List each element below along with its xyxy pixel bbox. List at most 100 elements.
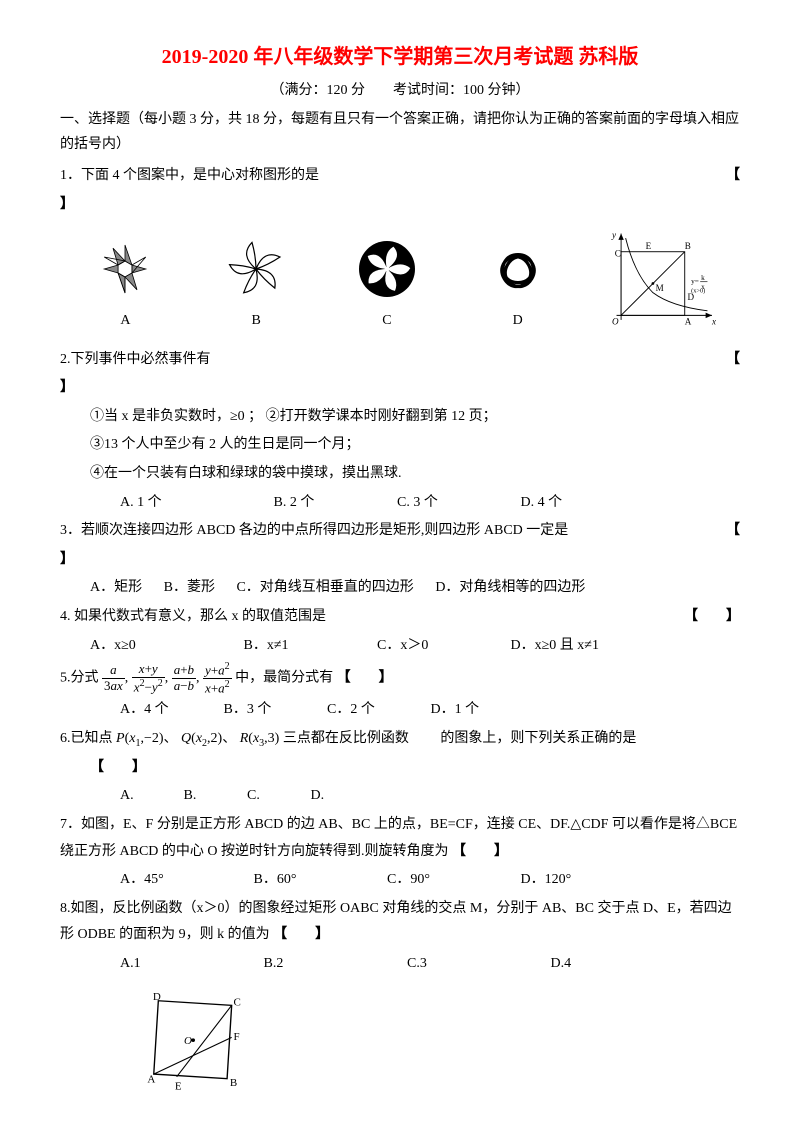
q1-open-bracket: 【	[726, 163, 740, 190]
q8-options: A.1 B.2 C.3 D.4	[60, 951, 740, 978]
q7-stem: 7．如图，E、F 分别是正方形 ABCD 的边 AB、BC 上的点，BE=CF，…	[60, 812, 740, 865]
q2-text: 2.下列事件中必然事件有	[60, 352, 211, 367]
q2-close-bracket: 】	[60, 380, 74, 395]
svg-text:C: C	[234, 997, 241, 1009]
svg-text:y=: y=	[691, 277, 699, 285]
section-1-header: 一、选择题（每小题 3 分，共 18 分，每题有且只有一个答案正确，请把你认为正…	[60, 107, 740, 157]
q2-options: A. 1 个 B. 2 个 C. 3 个 D. 4 个	[60, 490, 740, 517]
q6-r: R	[240, 731, 249, 746]
q7-opt-b: B．60°	[254, 867, 384, 894]
q4-opt-d: D．x≥0 且 x≠1	[511, 633, 599, 660]
figure-c: C	[322, 229, 453, 329]
figure-b: B	[191, 229, 322, 329]
q2-line2: ③13 个人中至少有 2 人的生日是同一个月；	[60, 432, 740, 459]
figure-a-label: A	[60, 313, 191, 329]
q6-post: 的图象上，则下列关系正确的是	[440, 731, 636, 746]
q3-close-bracket: 】	[60, 552, 74, 567]
q6-options: A. B. C. D.	[60, 783, 740, 810]
q3-opt-a: A．矩形	[90, 575, 142, 602]
q5-frac2: x+yx2−y2	[132, 662, 165, 694]
q5-opt-a: A．4 个	[120, 697, 220, 724]
q4-text: 4. 如果代数式有意义，那么 x 的取值范围是	[60, 609, 326, 624]
svg-text:F: F	[234, 1032, 240, 1044]
q4-opt-c: C．x＞0	[377, 633, 507, 660]
q8-text: 8.如图，反比例函数（x＞0）的图象经过矩形 OABC 对角线的交点 M，分别于…	[60, 901, 732, 943]
svg-text:B: B	[684, 241, 690, 251]
q3-opt-d: D．对角线相等的四边形	[435, 575, 585, 602]
q6-opt-b: B.	[184, 783, 244, 810]
figure-d-label: D	[452, 313, 583, 329]
svg-text:C: C	[614, 248, 620, 258]
q8-opt-a: A.1	[120, 951, 260, 978]
svg-text:x: x	[711, 316, 716, 326]
exam-title: 2019-2020 年八年级数学下学期第三次月考试题 苏科版	[60, 40, 740, 69]
q6-opt-c: C.	[247, 783, 307, 810]
figure-d: D	[452, 229, 583, 329]
q6-opt-a: A.	[120, 783, 180, 810]
exam-subtitle: （满分：120 分 考试时间：100 分钟）	[60, 79, 740, 99]
q5-bracket: 【 】	[337, 670, 393, 685]
q3-close-line: 】	[60, 547, 740, 574]
svg-text:B: B	[230, 1077, 237, 1089]
q5-pre: 5.分式	[60, 670, 99, 685]
q4-stem: 4. 如果代数式有意义，那么 x 的取值范围是 【 】	[60, 604, 740, 631]
q8-stem: 8.如图，反比例函数（x＞0）的图象经过矩形 OABC 对角线的交点 M，分别于…	[60, 896, 740, 949]
q8-hyperbola-graph: x y O C B A M E D y= k x (x>0)	[583, 229, 740, 329]
q6-bracket-line: 【 】	[60, 755, 740, 782]
q1-figures-row: A B	[60, 229, 740, 329]
svg-text:O: O	[184, 1035, 192, 1047]
q5-frac1: a3ax	[102, 663, 125, 693]
q3-open-bracket: 【	[726, 518, 740, 545]
svg-text:D: D	[153, 991, 161, 1003]
q7-text: 7．如图，E、F 分别是正方形 ABCD 的边 AB、BC 上的点，BE=CF，…	[60, 817, 737, 859]
svg-text:A: A	[147, 1074, 155, 1086]
figure-a: A	[60, 229, 191, 329]
q4-options: A．x≥0 B．x≠1 C．x＞0 D．x≥0 且 x≠1	[60, 633, 740, 660]
q3-opt-c: C．对角线互相垂直的四边形	[236, 575, 413, 602]
svg-text:O: O	[612, 316, 619, 326]
q1-close-line: 】	[60, 192, 740, 219]
q2-stem: 2.下列事件中必然事件有 【	[60, 347, 740, 374]
q5-opt-d: D．1 个	[431, 697, 480, 724]
q2-open-bracket: 【	[726, 347, 740, 374]
q2-line1: ①当 x 是非负实数时，≥0 ； ②打开数学课本时刚好翻到第 12 页；	[60, 404, 740, 431]
q6-p: P	[116, 731, 125, 746]
q1-text: 1．下面 4 个图案中，是中心对称图形的是	[60, 168, 319, 183]
svg-text:A: A	[684, 316, 691, 326]
q5-opt-b: B．3 个	[224, 697, 324, 724]
q6-stem: 6.已知点 P(x1,−2)、 Q(x2,2)、 R(x3,3) 三点都在反比例…	[60, 726, 740, 753]
q7-opt-a: A．45°	[120, 867, 250, 894]
q2-opt-d: D. 4 个	[521, 490, 563, 517]
q1-close-bracket: 】	[60, 197, 74, 212]
svg-text:E: E	[175, 1081, 182, 1093]
q2-opt-b: B. 2 个	[274, 490, 394, 517]
q3-options: A．矩形 B．菱形 C．对角线互相垂直的四边形 D．对角线相等的四边形	[60, 575, 740, 602]
q5-frac3: a+ba−b	[172, 663, 196, 693]
figure-c-label: C	[322, 313, 453, 329]
q5-post: 中，最简分式有	[235, 670, 333, 685]
q6-mid: 三点都在反比例函数	[283, 731, 409, 746]
q4-opt-a: A．x≥0	[90, 633, 240, 660]
q5-options: A．4 个 B．3 个 C．2 个 D．1 个	[60, 697, 740, 724]
q6-bracket: 【 】	[90, 760, 146, 775]
q2-close-line: 】	[60, 375, 740, 402]
q7-figure: D C F O A E B	[60, 987, 740, 1102]
svg-text:M: M	[655, 282, 663, 292]
q1-stem: 1．下面 4 个图案中，是中心对称图形的是 【	[60, 163, 740, 190]
q2-line3: ④在一个只装有白球和绿球的袋中摸球，摸出黑球.	[60, 461, 740, 488]
q8-opt-c: C.3	[407, 951, 547, 978]
figure-b-label: B	[191, 313, 322, 329]
q3-text: 3．若顺次连接四边形 ABCD 各边的中点所得四边形是矩形,则四边形 ABCD …	[60, 523, 568, 538]
q3-stem: 3．若顺次连接四边形 ABCD 各边的中点所得四边形是矩形,则四边形 ABCD …	[60, 518, 740, 545]
svg-text:E: E	[645, 241, 651, 251]
q3-opt-b: B．菱形	[164, 575, 215, 602]
q8-opt-b: B.2	[264, 951, 404, 978]
q6-pre: 6.已知点	[60, 731, 113, 746]
q7-options: A．45° B．60° C．90° D．120°	[60, 867, 740, 894]
q7-bracket: 【 】	[452, 844, 508, 859]
q2-opt-c: C. 3 个	[397, 490, 517, 517]
q7-opt-d: D．120°	[521, 867, 572, 894]
q7-opt-c: C．90°	[387, 867, 517, 894]
q8-opt-d: D.4	[551, 951, 572, 978]
svg-text:y: y	[611, 230, 617, 240]
